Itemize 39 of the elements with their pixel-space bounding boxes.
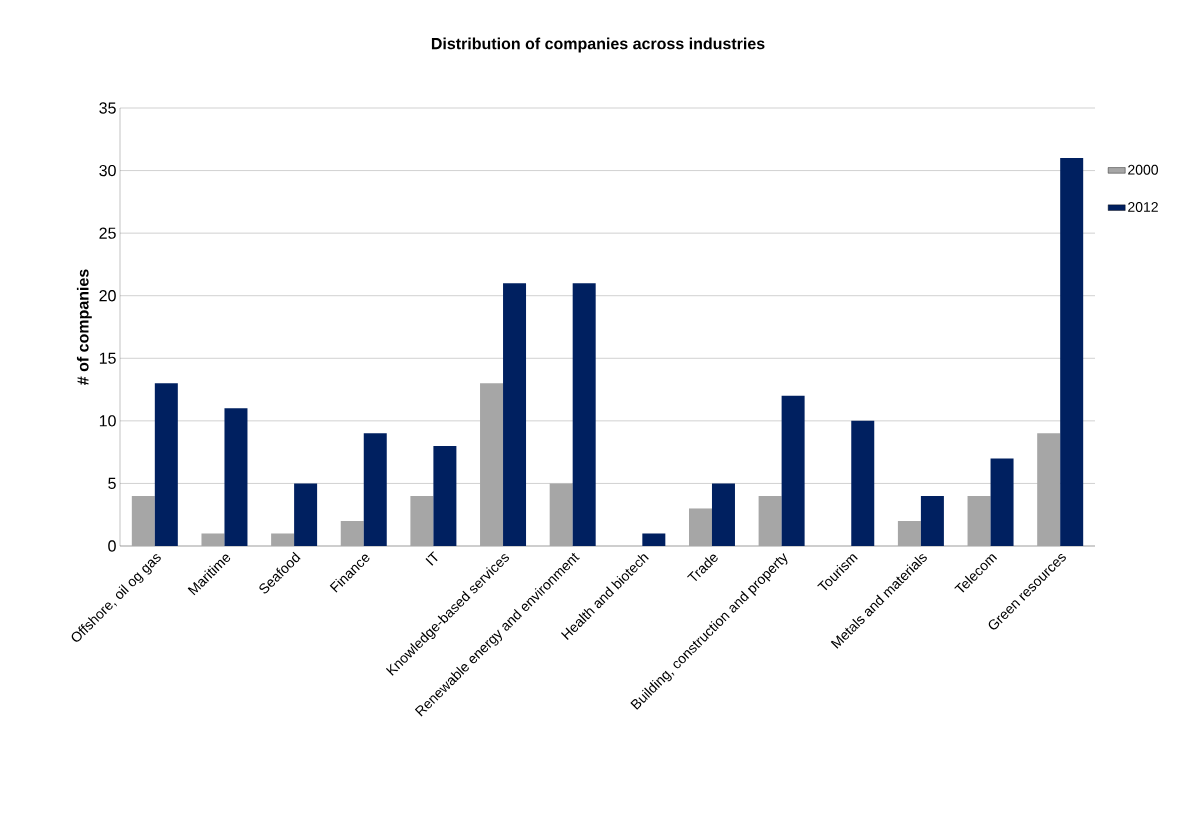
- bar: [1037, 433, 1061, 546]
- bar: [758, 495, 782, 546]
- bar: [920, 495, 944, 546]
- bar: [363, 433, 387, 546]
- y-tick-label: 35: [99, 102, 116, 114]
- bar: [688, 508, 712, 546]
- x-tick-label: IT: [425, 551, 438, 566]
- bar: [480, 383, 504, 546]
- bar: [503, 283, 527, 546]
- bar: [410, 495, 434, 546]
- y-tick-label: 10: [99, 415, 116, 427]
- y-tick-label: 5: [108, 477, 116, 490]
- bar: [224, 408, 248, 546]
- y-tick-label: 25: [99, 227, 116, 239]
- bar: [340, 520, 364, 546]
- bar: [294, 483, 318, 546]
- bar: [549, 483, 573, 546]
- bar: [1060, 158, 1084, 546]
- y-axis-title: # of companies: [76, 269, 92, 385]
- y-tick-label: 0: [108, 540, 116, 552]
- y-tick-label: 30: [99, 164, 116, 177]
- y-tick-label: 20: [99, 290, 116, 302]
- bar: [967, 495, 991, 546]
- bar: [433, 445, 457, 546]
- bar: [154, 383, 178, 546]
- bar: [711, 483, 735, 546]
- legend-label: 2012: [1128, 202, 1158, 212]
- bar: [572, 283, 596, 546]
- chart-title: Distribution of companies across industries: [431, 37, 765, 53]
- bar: [897, 520, 921, 546]
- bar: [781, 395, 805, 546]
- legend-label: 2000: [1128, 164, 1159, 175]
- bar: [271, 533, 295, 546]
- bar: [201, 533, 225, 546]
- bar: [642, 533, 666, 546]
- bar: [990, 458, 1014, 546]
- bar: [131, 495, 155, 546]
- y-tick-label: 15: [99, 352, 116, 364]
- bar: [851, 420, 875, 546]
